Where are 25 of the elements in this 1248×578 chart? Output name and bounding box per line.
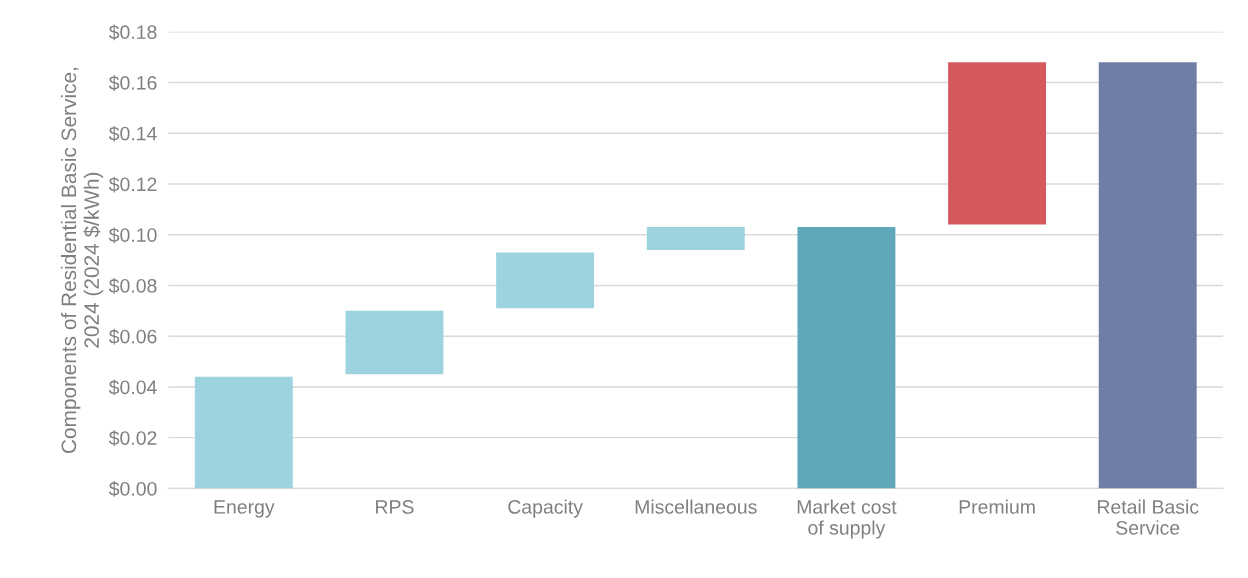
- x-tick-label: Miscellaneous: [635, 499, 757, 514]
- x-tick-label: Retail Basic Service: [1097, 499, 1199, 535]
- y-tick-label: $0.00: [108, 481, 157, 497]
- y-tick-label: $0.12: [108, 176, 157, 193]
- bar: [948, 62, 1047, 225]
- y-tick-label: $0.08: [108, 278, 157, 294]
- bar: [1098, 62, 1197, 489]
- bar: [646, 227, 745, 250]
- y-tick-label: $0.04: [108, 379, 157, 396]
- x-tick-label: RPS: [376, 500, 414, 514]
- x-tick-label: Market cost of supply: [797, 499, 897, 539]
- bar: [345, 310, 444, 375]
- y-tick-label: $0.18: [108, 24, 157, 41]
- x-tick-label: Premium: [959, 499, 1035, 514]
- y-tick-label: $0.14: [108, 125, 157, 142]
- x-tick-label: Energy: [214, 500, 275, 518]
- y-axis-title: Components of Residential Basic Service, 2024 (2024 $/kWh): [60, 68, 104, 453]
- x-tick-label: Capacity: [508, 499, 583, 518]
- y-tick-label: $0.02: [108, 430, 157, 447]
- y-tick-label: $0.10: [108, 227, 157, 244]
- bar: [797, 227, 896, 489]
- y-tick-label: $0.06: [108, 328, 157, 345]
- bar: [194, 376, 293, 489]
- y-tick-label: $0.16: [108, 75, 157, 91]
- bar: [496, 252, 595, 309]
